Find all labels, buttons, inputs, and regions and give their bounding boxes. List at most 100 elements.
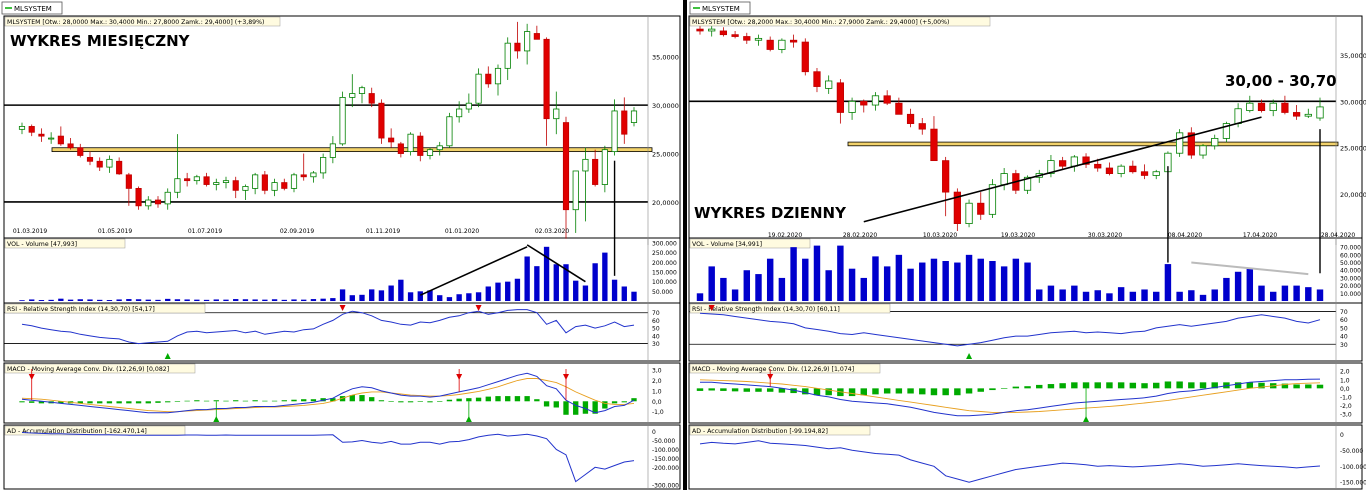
macd-histogram-bar: [1036, 384, 1043, 389]
candle-body: [953, 191, 961, 224]
date-tick-label: 01.07.2019: [188, 228, 223, 235]
candle-body: [930, 128, 938, 162]
candle-body: [388, 137, 395, 143]
volume-tick-label: 100.000: [652, 279, 677, 286]
volume-bar: [349, 295, 355, 301]
price-tick-label: 20,0000: [652, 199, 679, 207]
price-tick-label: 35,0000: [652, 54, 679, 62]
date-tick-label: 28.02.2020: [843, 232, 878, 239]
candle-body: [524, 31, 531, 52]
candle-body: [553, 108, 560, 120]
volume-bar: [954, 262, 961, 301]
volume-trend-line: [419, 246, 528, 296]
macd-title-box: [4, 363, 196, 374]
candle-body: [543, 38, 550, 120]
volume-bar: [194, 299, 200, 301]
rsi-tick-label: 30: [652, 341, 660, 348]
volume-bar: [696, 293, 704, 301]
volume-bar: [155, 299, 161, 301]
macd-signal-line: [699, 379, 1321, 413]
macd-histogram-bar: [611, 401, 618, 404]
macd-histogram-bar: [310, 399, 317, 402]
volume-bar: [1117, 287, 1125, 301]
macd-histogram-bar: [165, 401, 171, 403]
macd-histogram-bar: [87, 401, 93, 404]
macd-histogram-bar: [233, 400, 239, 402]
rsi-tick-label: 50: [652, 326, 660, 333]
volume-bar: [48, 299, 54, 301]
rsi-line: [699, 312, 1321, 347]
macd-histogram-bar: [1316, 384, 1324, 389]
macd-histogram-bar: [77, 401, 83, 404]
volume-bar: [582, 285, 589, 301]
macd-histogram-bar: [813, 388, 821, 396]
date-tick-label: 02.03.2020: [535, 228, 570, 235]
volume-bar: [514, 278, 521, 301]
candle-body: [281, 182, 288, 189]
candle-body: [116, 160, 123, 175]
volume-tick-label: 60.000: [1340, 252, 1361, 259]
rsi-title-box: [4, 303, 206, 314]
macd-histogram-bar: [1024, 386, 1031, 389]
price-title-box: [4, 16, 281, 27]
volume-bar: [1129, 291, 1137, 301]
macd-histogram-bar: [398, 401, 404, 403]
volume-trend-line: [1191, 261, 1309, 276]
candle-body: [1047, 160, 1055, 174]
macd-histogram-bar: [116, 401, 122, 404]
date-tick-label: 01.03.2019: [13, 228, 48, 235]
macd-histogram-bar: [989, 388, 996, 391]
candle-body: [378, 102, 385, 139]
volume-tick-label: 300.000: [652, 240, 677, 247]
candle-body: [860, 100, 868, 106]
candle-body: [906, 113, 915, 124]
macd-buy-marker: [1083, 416, 1090, 422]
ad-tick-label: -150.000: [1340, 480, 1366, 487]
macd-title: MACD - Moving Average Conv. Div. (12,26,…: [692, 366, 854, 373]
candle-body: [232, 180, 239, 191]
volume-bar: [1293, 285, 1300, 301]
volume-bar: [708, 266, 715, 301]
candle-body: [397, 143, 404, 154]
date-tick-label: 01.01.2020: [445, 228, 480, 235]
date-tick-label: 19.03.2020: [1001, 232, 1036, 239]
volume-bar: [320, 298, 326, 301]
volume-bar: [895, 254, 903, 301]
volume-bar: [611, 279, 618, 301]
macd-histogram-bar: [1106, 382, 1113, 389]
candle-body: [125, 174, 132, 189]
candle-body: [145, 199, 152, 207]
volume-bar: [1269, 291, 1277, 301]
macd-histogram-bar: [339, 396, 346, 402]
ad-title-box: [689, 425, 871, 436]
volume-bar: [1071, 285, 1078, 301]
candle-body: [942, 160, 950, 193]
macd-histogram-bar: [213, 400, 219, 402]
candle-body: [1059, 160, 1067, 167]
volume-bar: [281, 299, 287, 301]
macd-histogram-bar: [505, 396, 511, 402]
volume-bar: [977, 258, 984, 301]
macd-histogram-bar: [1199, 382, 1207, 389]
chart-tab-label: MLSYSTEM: [702, 5, 740, 13]
candle-body: [358, 87, 366, 94]
volume-bar: [837, 245, 844, 301]
candle-body: [1023, 176, 1032, 191]
candle-body: [271, 182, 278, 191]
volume-bar: [907, 268, 914, 301]
macd-sell-marker: [563, 374, 569, 380]
candle-body: [825, 80, 833, 89]
rsi-sell-marker: [339, 305, 346, 311]
candle-body: [836, 82, 844, 113]
ad-frame: [688, 424, 1363, 490]
volume-bar: [872, 256, 879, 301]
volume-bar: [203, 299, 210, 301]
macd-histogram-bar: [106, 401, 113, 404]
volume-bar: [942, 261, 949, 301]
volume-bar: [262, 299, 268, 301]
macd-histogram-bar: [378, 400, 385, 402]
candle-body: [1129, 165, 1137, 173]
candle-body: [96, 160, 103, 168]
macd-histogram-bar: [573, 401, 579, 415]
